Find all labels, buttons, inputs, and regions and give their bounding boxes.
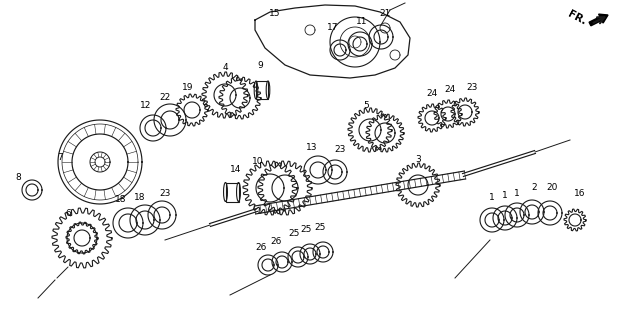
Text: 15: 15 (269, 9, 280, 18)
FancyArrow shape (589, 14, 608, 26)
Text: 25: 25 (289, 228, 300, 237)
Text: 24: 24 (444, 85, 456, 94)
Text: 20: 20 (546, 183, 558, 193)
Text: 23: 23 (159, 188, 171, 197)
Text: 11: 11 (356, 18, 367, 27)
Text: 18: 18 (115, 196, 126, 204)
Text: 1: 1 (489, 194, 495, 203)
Text: 10: 10 (252, 157, 264, 166)
Text: 4: 4 (222, 63, 228, 73)
Bar (256, 81, 268, 99)
Text: 23: 23 (466, 84, 478, 92)
Text: 22: 22 (160, 92, 171, 101)
Text: 25: 25 (314, 223, 326, 233)
Text: 1: 1 (502, 191, 508, 201)
Text: 6: 6 (65, 209, 71, 218)
Text: 1: 1 (514, 188, 520, 197)
Bar (225, 182, 239, 202)
Text: FR.: FR. (566, 9, 588, 27)
Text: 17: 17 (327, 23, 339, 33)
Text: 9: 9 (257, 60, 263, 69)
Text: 23: 23 (334, 146, 346, 155)
Text: 14: 14 (230, 165, 242, 174)
Text: 12: 12 (140, 100, 151, 109)
Text: 2: 2 (531, 183, 537, 193)
Text: 21: 21 (379, 9, 391, 18)
Text: 25: 25 (300, 226, 312, 235)
Text: 18: 18 (134, 193, 146, 202)
Text: 16: 16 (574, 189, 586, 198)
Text: 26: 26 (255, 243, 267, 252)
Text: 3: 3 (415, 156, 421, 164)
Text: 7: 7 (57, 154, 63, 163)
Text: 24: 24 (426, 90, 438, 99)
Text: 5: 5 (363, 100, 369, 109)
Text: 19: 19 (182, 83, 194, 92)
Text: 8: 8 (15, 173, 21, 182)
Text: 26: 26 (270, 237, 282, 246)
Text: 13: 13 (306, 143, 318, 153)
